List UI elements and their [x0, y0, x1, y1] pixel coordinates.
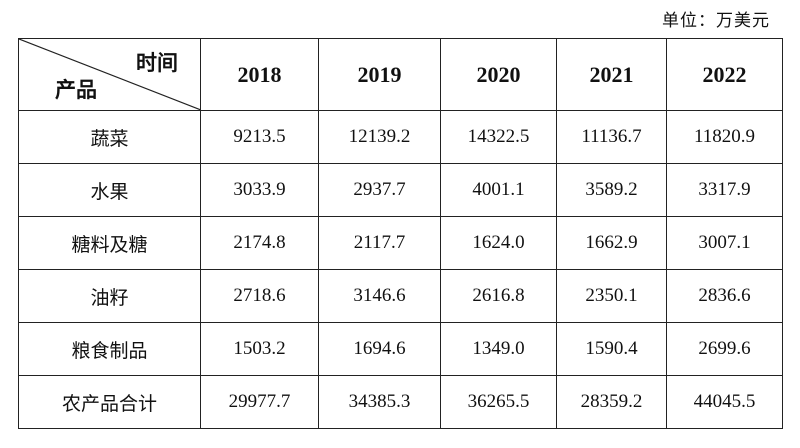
cell: 29977.7	[200, 375, 319, 429]
cell: 2117.7	[318, 216, 441, 270]
diagonal	[19, 39, 201, 110]
cell: 1624.0	[440, 216, 557, 270]
cell: 2937.7	[318, 163, 441, 217]
cell: 1503.2	[200, 322, 319, 376]
column-header-label: 时间	[136, 51, 178, 75]
cell: 2350.1	[556, 269, 667, 323]
cell: 2718.6	[200, 269, 319, 323]
corner-cell: 时间 产品	[18, 38, 201, 111]
column-header: 2018	[200, 38, 319, 111]
row-label: 糖料及糖	[18, 216, 201, 270]
cell: 2699.6	[666, 322, 783, 376]
column-header: 2020	[440, 38, 557, 111]
cell: 1590.4	[556, 322, 667, 376]
cell: 9213.5	[200, 110, 319, 164]
cell: 28359.2	[556, 375, 667, 429]
row-label: 粮食制品	[18, 322, 201, 376]
cell: 1662.9	[556, 216, 667, 270]
cell: 1349.0	[440, 322, 557, 376]
cell: 3007.1	[666, 216, 783, 270]
table-row: 糖料及糖 2174.8 2117.7 1624.0 1662.9 3007.1	[18, 216, 783, 270]
row-label: 蔬菜	[18, 110, 201, 164]
cell: 44045.5	[666, 375, 783, 429]
cell: 11136.7	[556, 110, 667, 164]
column-header: 2021	[556, 38, 667, 111]
cell: 2616.8	[440, 269, 557, 323]
cell: 2836.6	[666, 269, 783, 323]
column-header: 2019	[318, 38, 441, 111]
table-row: 农产品合计 29977.7 34385.3 36265.5 28359.2 44045.5	[18, 375, 783, 429]
cell: 1694.6	[318, 322, 441, 376]
cell: 14322.5	[440, 110, 557, 164]
cell: 4001.1	[440, 163, 557, 217]
header-row: 时间 产品 2018 2019 2020 2021 2022	[18, 38, 783, 111]
cell: 2174.8	[200, 216, 319, 270]
data-table: 时间 产品 2018 2019 2020 2021 2022 蔬菜 9213.5 12139…	[18, 38, 783, 429]
unit-label: 单位：万美元	[662, 11, 770, 30]
row-label: 农产品合计	[18, 375, 201, 429]
cell: 3589.2	[556, 163, 667, 217]
table-row: 水果 3033.9 2937.7 4001.1 3589.2 3317.9	[18, 163, 783, 217]
cell: 11820.9	[666, 110, 783, 164]
table-row: 蔬菜 9213.5 12139.2 14322.5 11136.7 11820.9	[18, 110, 783, 164]
cell: 3033.9	[200, 163, 319, 217]
cell: 12139.2	[318, 110, 441, 164]
cell: 34385.3	[318, 375, 441, 429]
row-label: 水果	[18, 163, 201, 217]
table-row: 油籽 2718.6 3146.6 2616.8 2350.1 2836.6	[18, 269, 783, 323]
cell: 3146.6	[318, 269, 441, 323]
cell: 3317.9	[666, 163, 783, 217]
cell: 36265.5	[440, 375, 557, 429]
table-row: 粮食制品 1503.2 1694.6 1349.0 1590.4 2699.6	[18, 322, 783, 376]
row-label: 油籽	[18, 269, 201, 323]
row-header-label: 产品	[55, 78, 97, 102]
column-header: 2022	[666, 38, 783, 111]
